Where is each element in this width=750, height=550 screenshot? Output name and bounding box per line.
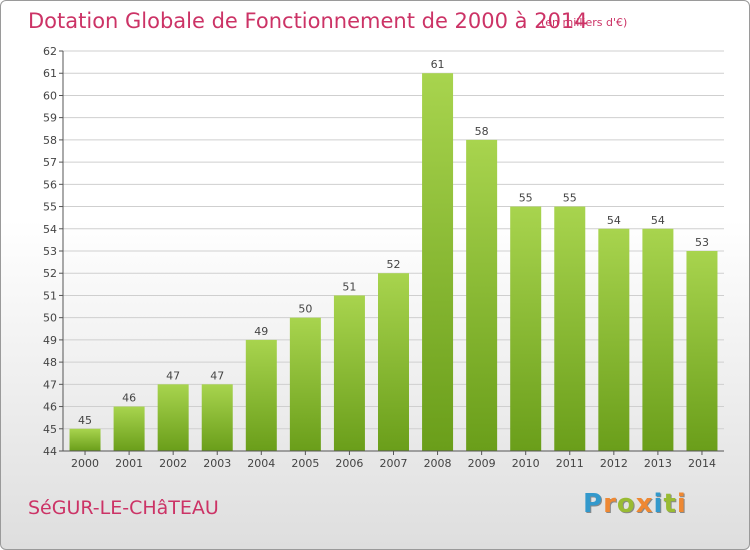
y-tick-label: 52 [43,267,57,280]
y-tick-label: 45 [43,423,57,436]
x-tick-label: 2000 [71,457,99,470]
x-tick-label: 2007 [380,457,408,470]
y-tick-label: 55 [43,201,57,214]
x-tick-label: 2002 [159,457,187,470]
logo-letter: i [676,489,687,519]
x-tick-label: 2003 [203,457,231,470]
bars [69,73,718,451]
bar [378,273,409,451]
bar [466,139,498,451]
bar [289,317,321,451]
data-label: 45 [78,414,92,427]
y-tick-label: 60 [43,89,57,102]
y-tick-label: 57 [43,156,57,169]
data-label: 54 [607,214,621,227]
logo-letter: t [663,489,677,519]
y-tick-label: 61 [43,67,57,80]
data-label: 50 [298,303,312,316]
data-label: 53 [695,236,709,249]
chart-subtitle: (en milliers d'€) [541,16,628,29]
x-tick-label: 2014 [688,457,716,470]
logo-letter: r [603,489,617,519]
data-label: 51 [342,280,356,293]
y-tick-label: 50 [43,312,57,325]
bar [113,406,145,451]
bar [157,384,189,451]
y-tick-label: 47 [43,378,57,391]
x-tick-label: 2001 [115,457,143,470]
bar [201,384,233,451]
bar [642,228,674,451]
bar [69,428,101,451]
axes [59,50,724,455]
bar [333,295,365,451]
y-tick-label: 56 [43,178,57,191]
data-label: 54 [651,214,665,227]
x-tick-label: 2005 [291,457,319,470]
x-tick-label: 2009 [468,457,496,470]
data-label: 52 [387,258,401,271]
y-tick-label: 48 [43,356,57,369]
y-tick-label: 59 [43,112,57,125]
bar [245,339,277,451]
labels: 44 45 46 47 48 49 50 51 52 53 54 55 56 57 58 59 60 61 62 45… [43,45,716,470]
y-tick-label: 46 [43,401,57,414]
x-tick-label: 2012 [600,457,628,470]
data-label: 49 [254,325,268,338]
bar [422,73,454,451]
x-tick-label: 2011 [556,457,584,470]
x-tick-label: 2010 [512,457,540,470]
x-tick-label: 2004 [247,457,275,470]
bar [598,228,630,451]
data-label: 46 [122,392,136,405]
y-tick-label: 62 [43,45,57,58]
y-tick-label: 51 [43,289,57,302]
chart-title: Dotation Globale de Fonctionnement de 20… [28,9,588,33]
logo-letter: o [616,489,636,519]
bar [686,251,718,451]
x-tick-label: 2006 [335,457,363,470]
data-label: 55 [563,192,577,205]
bar [510,206,542,451]
y-tick-label: 44 [43,445,57,458]
y-tick-label: 49 [43,334,57,347]
data-label: 55 [519,192,533,205]
proxiti-logo: Proxiti [583,489,687,519]
commune-name: SéGUR-LE-CHâTEAU [28,497,219,519]
y-tick-label: 53 [43,245,57,258]
bar [554,206,586,451]
data-label: 47 [210,369,224,382]
y-tick-label: 54 [43,223,57,236]
logo-letter: i [653,489,664,519]
logo-letter: x [635,489,654,519]
logo-letter: P [583,489,604,519]
data-label: 47 [166,369,180,382]
x-tick-label: 2013 [644,457,672,470]
x-tick-label: 2008 [424,457,452,470]
data-label: 58 [475,125,489,138]
data-label: 61 [431,58,445,71]
y-tick-label: 58 [43,134,57,147]
